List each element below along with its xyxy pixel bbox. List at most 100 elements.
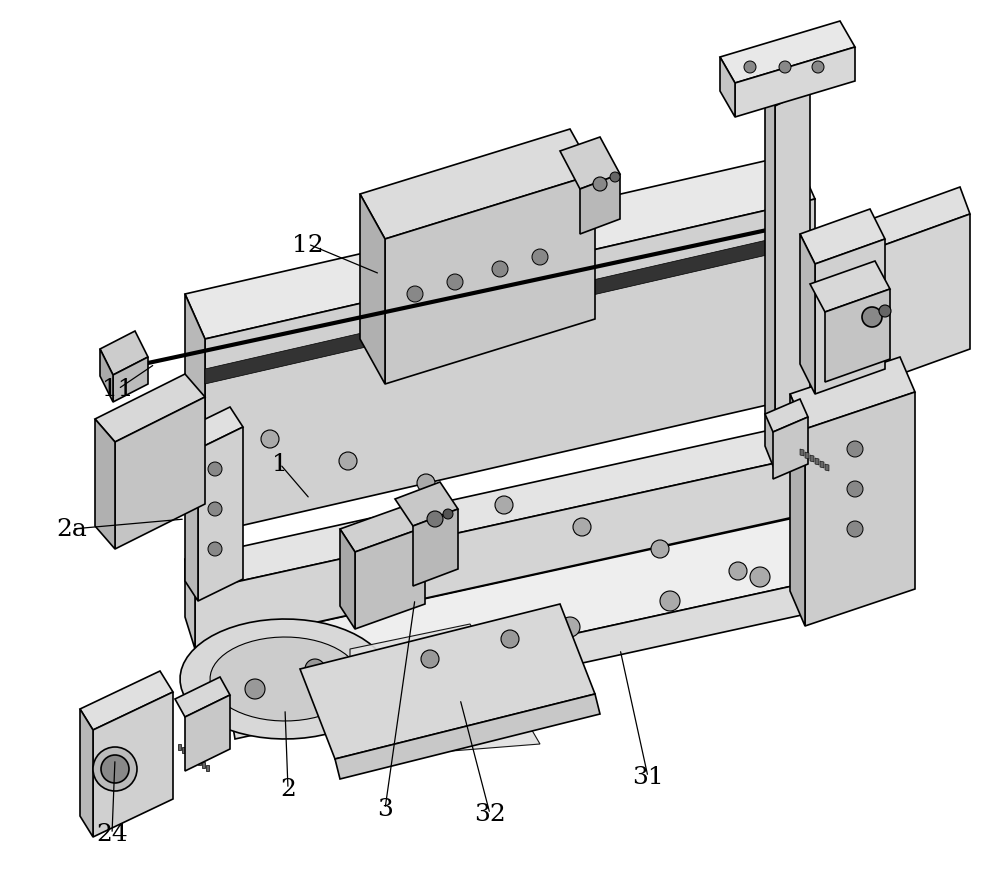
Polygon shape <box>340 529 355 629</box>
Polygon shape <box>355 527 425 629</box>
Circle shape <box>847 521 863 537</box>
Polygon shape <box>720 22 855 84</box>
Polygon shape <box>80 709 93 837</box>
Polygon shape <box>800 209 885 265</box>
Polygon shape <box>80 671 173 730</box>
Circle shape <box>744 62 756 74</box>
Polygon shape <box>178 744 181 750</box>
Polygon shape <box>206 765 209 771</box>
Circle shape <box>208 502 222 516</box>
Circle shape <box>417 474 435 493</box>
Polygon shape <box>202 762 205 768</box>
Polygon shape <box>820 461 824 468</box>
Polygon shape <box>800 449 804 456</box>
Text: 3: 3 <box>377 798 393 820</box>
Circle shape <box>101 755 129 783</box>
Polygon shape <box>198 428 243 601</box>
Polygon shape <box>350 624 540 760</box>
Polygon shape <box>720 58 735 118</box>
Polygon shape <box>825 289 890 382</box>
Polygon shape <box>360 195 385 385</box>
Polygon shape <box>810 455 814 462</box>
Polygon shape <box>790 395 805 627</box>
Polygon shape <box>194 756 197 762</box>
Polygon shape <box>230 569 875 740</box>
Text: 31: 31 <box>632 766 664 788</box>
Polygon shape <box>815 240 885 395</box>
Polygon shape <box>300 604 595 760</box>
Circle shape <box>492 262 508 278</box>
Polygon shape <box>93 693 173 837</box>
Polygon shape <box>765 400 808 433</box>
Polygon shape <box>815 459 819 466</box>
Circle shape <box>208 462 222 476</box>
Polygon shape <box>335 694 600 779</box>
Circle shape <box>93 747 137 791</box>
Polygon shape <box>773 417 808 480</box>
Circle shape <box>532 249 548 266</box>
Text: 12: 12 <box>292 233 324 256</box>
Circle shape <box>847 481 863 497</box>
Circle shape <box>573 519 591 536</box>
Polygon shape <box>185 295 205 534</box>
Polygon shape <box>190 753 193 760</box>
Polygon shape <box>185 408 243 449</box>
Circle shape <box>407 287 423 302</box>
Circle shape <box>651 541 669 559</box>
Text: 32: 32 <box>474 803 506 826</box>
Polygon shape <box>175 677 230 717</box>
Polygon shape <box>195 509 870 709</box>
Polygon shape <box>95 375 205 442</box>
Polygon shape <box>340 504 425 553</box>
Circle shape <box>339 453 357 470</box>
Polygon shape <box>735 48 855 118</box>
Circle shape <box>427 512 443 527</box>
Circle shape <box>460 644 480 664</box>
Polygon shape <box>100 332 148 375</box>
Polygon shape <box>205 200 815 534</box>
Text: 2: 2 <box>280 778 296 800</box>
Circle shape <box>443 509 453 520</box>
Polygon shape <box>185 695 230 771</box>
Polygon shape <box>185 420 830 591</box>
Circle shape <box>610 173 620 182</box>
Polygon shape <box>95 420 115 549</box>
Circle shape <box>421 650 439 668</box>
Polygon shape <box>395 482 458 527</box>
Circle shape <box>305 660 325 680</box>
Circle shape <box>245 680 265 700</box>
Circle shape <box>261 430 279 448</box>
Polygon shape <box>830 188 970 262</box>
Circle shape <box>447 275 463 290</box>
Circle shape <box>847 441 863 457</box>
Polygon shape <box>805 453 809 460</box>
Circle shape <box>729 562 747 580</box>
Polygon shape <box>580 175 620 235</box>
Circle shape <box>370 669 390 689</box>
Polygon shape <box>385 175 595 385</box>
Polygon shape <box>113 357 148 402</box>
Text: 2a: 2a <box>57 518 87 541</box>
Circle shape <box>812 62 824 74</box>
Circle shape <box>560 617 580 637</box>
Polygon shape <box>185 429 198 601</box>
Polygon shape <box>210 637 360 721</box>
Circle shape <box>501 630 519 648</box>
Polygon shape <box>775 90 810 472</box>
Polygon shape <box>765 82 775 472</box>
Polygon shape <box>115 397 205 549</box>
Polygon shape <box>205 229 815 385</box>
Polygon shape <box>195 452 830 649</box>
Polygon shape <box>180 620 390 740</box>
Polygon shape <box>825 464 829 472</box>
Polygon shape <box>413 509 458 587</box>
Circle shape <box>879 306 891 318</box>
Circle shape <box>779 62 791 74</box>
Polygon shape <box>198 760 201 765</box>
Circle shape <box>208 542 222 556</box>
Polygon shape <box>840 215 970 396</box>
Circle shape <box>593 178 607 192</box>
Circle shape <box>660 591 680 611</box>
Polygon shape <box>800 235 815 395</box>
Polygon shape <box>100 349 113 402</box>
